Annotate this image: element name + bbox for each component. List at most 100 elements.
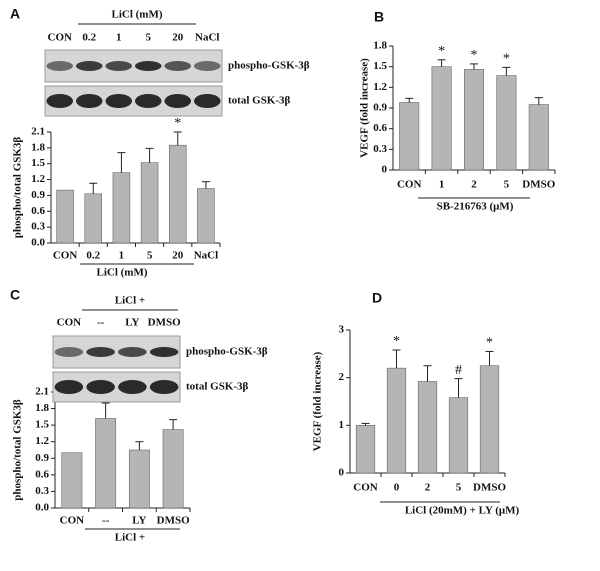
y-tick-label: 0.9 xyxy=(373,102,387,114)
bar xyxy=(61,452,83,509)
band-label: total GSK-3β xyxy=(228,95,291,107)
y-tick-label: 1.8 xyxy=(35,402,49,414)
blot-image xyxy=(44,85,223,117)
y-axis-label: phospho/total GSK3β xyxy=(12,137,24,239)
y-tick-label: 3 xyxy=(339,324,345,336)
x-axis-label: SB-216763 (μM) xyxy=(437,201,514,213)
blot-band xyxy=(46,94,74,108)
x-tick-label: LY xyxy=(132,515,146,527)
lane-label: CON xyxy=(57,317,82,329)
y-axis-label: phospho/total GSK3β xyxy=(12,399,24,501)
significance-marker: * xyxy=(438,44,445,59)
y-tick-label: 2 xyxy=(339,371,345,383)
blot-image xyxy=(44,49,223,83)
blot-band xyxy=(149,380,179,394)
bar xyxy=(140,162,159,244)
blot-band xyxy=(54,380,84,394)
blot-band xyxy=(54,347,84,357)
lane-label: 20 xyxy=(172,32,184,44)
lane-label: LY xyxy=(125,317,139,329)
blot-band xyxy=(86,380,115,394)
y-tick-label: 0 xyxy=(382,164,388,176)
x-tick-label: 20 xyxy=(172,250,184,262)
bar xyxy=(95,418,117,509)
y-tick-label: 0.3 xyxy=(373,143,387,155)
x-axis-label: LiCl (20mM) + LY (μM) xyxy=(405,505,520,517)
bar xyxy=(128,449,150,509)
x-tick-label: CON xyxy=(53,250,78,262)
bar xyxy=(528,104,549,171)
x-axis-label: LiCl + xyxy=(115,532,145,544)
bar xyxy=(431,66,452,171)
x-axis-label: LiCl (mM) xyxy=(96,267,147,279)
y-tick-label: 0.3 xyxy=(31,221,45,233)
lane-label: DMSO xyxy=(148,317,181,329)
bar xyxy=(162,429,184,509)
blot-band xyxy=(149,347,179,357)
blot-band xyxy=(164,61,192,71)
panel-letter: B xyxy=(374,9,384,25)
bar xyxy=(84,193,103,244)
y-tick-label: 1.5 xyxy=(31,157,45,169)
blot-band xyxy=(86,347,115,357)
bar xyxy=(399,102,420,171)
lane-label: 0.2 xyxy=(82,32,96,44)
x-tick-label: 0 xyxy=(394,482,400,494)
blot-band xyxy=(134,94,162,108)
y-tick-label: 2.1 xyxy=(35,386,49,398)
blot-band xyxy=(164,94,192,108)
bar xyxy=(355,425,376,474)
y-tick-label: 2.1 xyxy=(31,126,45,138)
x-tick-label: 0.2 xyxy=(86,250,100,262)
blot-band xyxy=(75,61,103,71)
lane-label: CON xyxy=(48,32,73,44)
significance-marker: * xyxy=(486,336,493,351)
bar xyxy=(496,75,517,171)
bar xyxy=(56,189,74,244)
lane-label: -- xyxy=(97,317,105,329)
bar xyxy=(463,69,485,171)
bar xyxy=(417,381,438,474)
y-tick-label: 0.6 xyxy=(373,122,387,134)
blot-header: LiCl (mM) xyxy=(111,9,162,21)
x-tick-label: CON xyxy=(353,482,378,494)
y-tick-label: 1.5 xyxy=(35,419,49,431)
y-tick-label: 1.8 xyxy=(31,141,45,153)
y-tick-label: 0 xyxy=(339,467,345,479)
x-tick-label: 2 xyxy=(471,179,477,191)
y-tick-label: 1.2 xyxy=(31,173,45,185)
y-tick-label: 0.9 xyxy=(35,452,49,464)
panel-letter: A xyxy=(10,6,20,22)
x-tick-label: CON xyxy=(397,179,422,191)
y-tick-label: 1.2 xyxy=(35,435,49,447)
lane-label: NaCl xyxy=(195,32,219,44)
significance-marker: * xyxy=(174,116,181,131)
y-tick-label: 1 xyxy=(339,419,345,431)
bar xyxy=(479,365,500,474)
y-axis-label: VEGF (fold increase) xyxy=(312,351,324,451)
y-axis-label: VEGF (fold increase) xyxy=(359,58,371,158)
panel-letter: D xyxy=(372,290,382,306)
x-tick-label: DMSO xyxy=(473,482,506,494)
y-tick-label: 1.2 xyxy=(373,81,387,93)
x-tick-label: 1 xyxy=(119,250,125,262)
x-tick-label: 5 xyxy=(147,250,153,262)
blot-band xyxy=(105,94,133,108)
blot-band xyxy=(134,61,162,71)
y-tick-label: 1.5 xyxy=(373,60,387,72)
x-tick-label: 2 xyxy=(425,482,431,494)
blot-header: LiCl + xyxy=(115,295,145,307)
band-label: phospho-GSK-3β xyxy=(228,60,310,72)
blot-band xyxy=(105,61,133,71)
blot-band xyxy=(118,347,147,357)
significance-marker: * xyxy=(393,334,400,349)
y-tick-label: 0.0 xyxy=(35,502,49,514)
y-tick-label: 0.9 xyxy=(31,189,45,201)
bar xyxy=(112,172,131,244)
bar xyxy=(386,367,407,474)
lane-label: 5 xyxy=(146,32,152,44)
bar xyxy=(197,188,215,244)
significance-marker: # xyxy=(455,363,462,378)
x-tick-label: DMSO xyxy=(522,179,555,191)
panel-letter: C xyxy=(10,287,20,303)
